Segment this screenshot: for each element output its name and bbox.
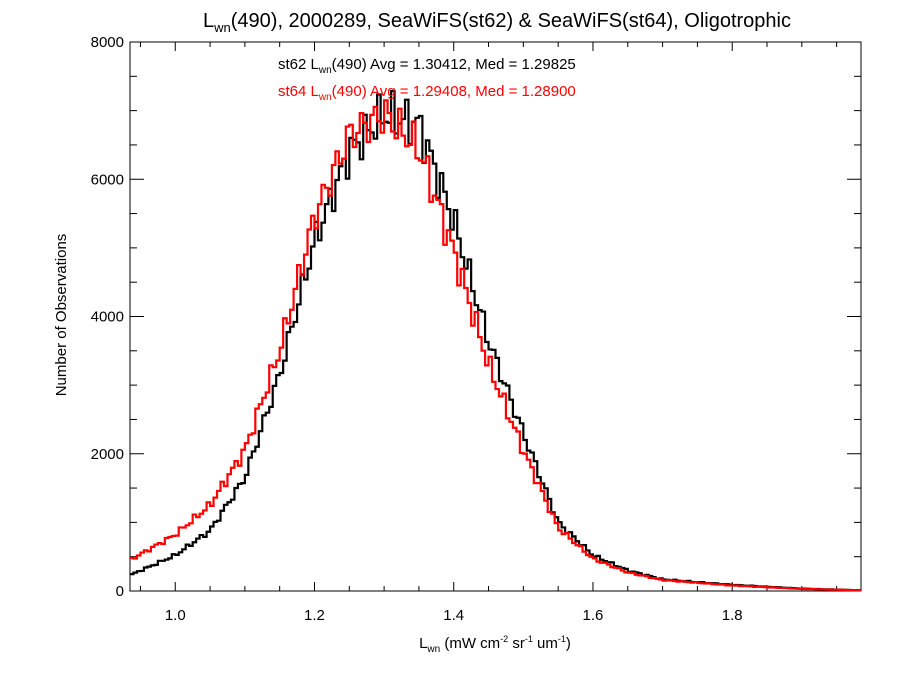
- annotation-st62-sub: wn: [318, 65, 332, 76]
- y-tick-label: 2000: [91, 446, 124, 463]
- x-tick-label: 1.4: [443, 607, 464, 624]
- chart-title: Lwn(490), 2000289, SeaWiFS(st62) & SeaWi…: [203, 10, 791, 35]
- y-axis-label: Number of Observations: [53, 234, 70, 397]
- annotation-st64-post: (490) Avg = 1.29408, Med = 1.28900: [332, 83, 576, 100]
- annotation-st64-sub: wn: [318, 92, 332, 103]
- annotation-st64-pre: st64 L: [278, 83, 319, 100]
- y-tick-label: 6000: [91, 171, 124, 188]
- chart-title-post: (490), 2000289, SeaWiFS(st62) & SeaWiFS(…: [231, 10, 791, 32]
- x-tick-label: 1.2: [304, 607, 325, 624]
- annotation-st62-pre: st62 L: [278, 56, 319, 73]
- x-tick-label: 1.0: [165, 607, 186, 624]
- chart-title-sub: wn: [213, 20, 231, 35]
- x-label-sup1: -2: [500, 634, 508, 644]
- x-tick-label: 1.6: [583, 607, 604, 624]
- x-label-mid1: (mW cm: [440, 635, 500, 652]
- series-st62-line: [130, 90, 861, 592]
- data-series: [130, 90, 861, 592]
- annotation-st62-post: (490) Avg = 1.30412, Med = 1.29825: [332, 56, 576, 73]
- y-tick-label: 8000: [91, 34, 124, 51]
- x-label-sub: wn: [426, 644, 440, 655]
- x-label-pre: L: [419, 635, 427, 652]
- axis-ticks: 1.0 1.2 1.4 1.6 1.8 0 2000 4000 6000 8000: [91, 34, 861, 624]
- series-st64-line: [130, 99, 861, 592]
- chart-title-pre: L: [203, 10, 214, 32]
- annotation-st62: st62 Lwn(490) Avg = 1.30412, Med = 1.298…: [278, 56, 576, 76]
- annotation-st64: st64 Lwn(490) Avg = 1.29408, Med = 1.289…: [278, 83, 576, 103]
- y-tick-label: 4000: [91, 309, 124, 326]
- x-axis-label: Lwn (mW cm-2 sr-1 um-1): [419, 634, 571, 655]
- x-label-sup3: -1: [558, 634, 566, 644]
- plot-area-frame: [129, 41, 862, 592]
- x-tick-label: 1.8: [722, 607, 743, 624]
- x-label-mid3: um: [533, 635, 558, 652]
- x-label-mid2: sr: [508, 635, 525, 652]
- x-label-post: ): [566, 635, 571, 652]
- x-label-sup2: -1: [525, 634, 533, 644]
- y-tick-label: 0: [116, 583, 124, 600]
